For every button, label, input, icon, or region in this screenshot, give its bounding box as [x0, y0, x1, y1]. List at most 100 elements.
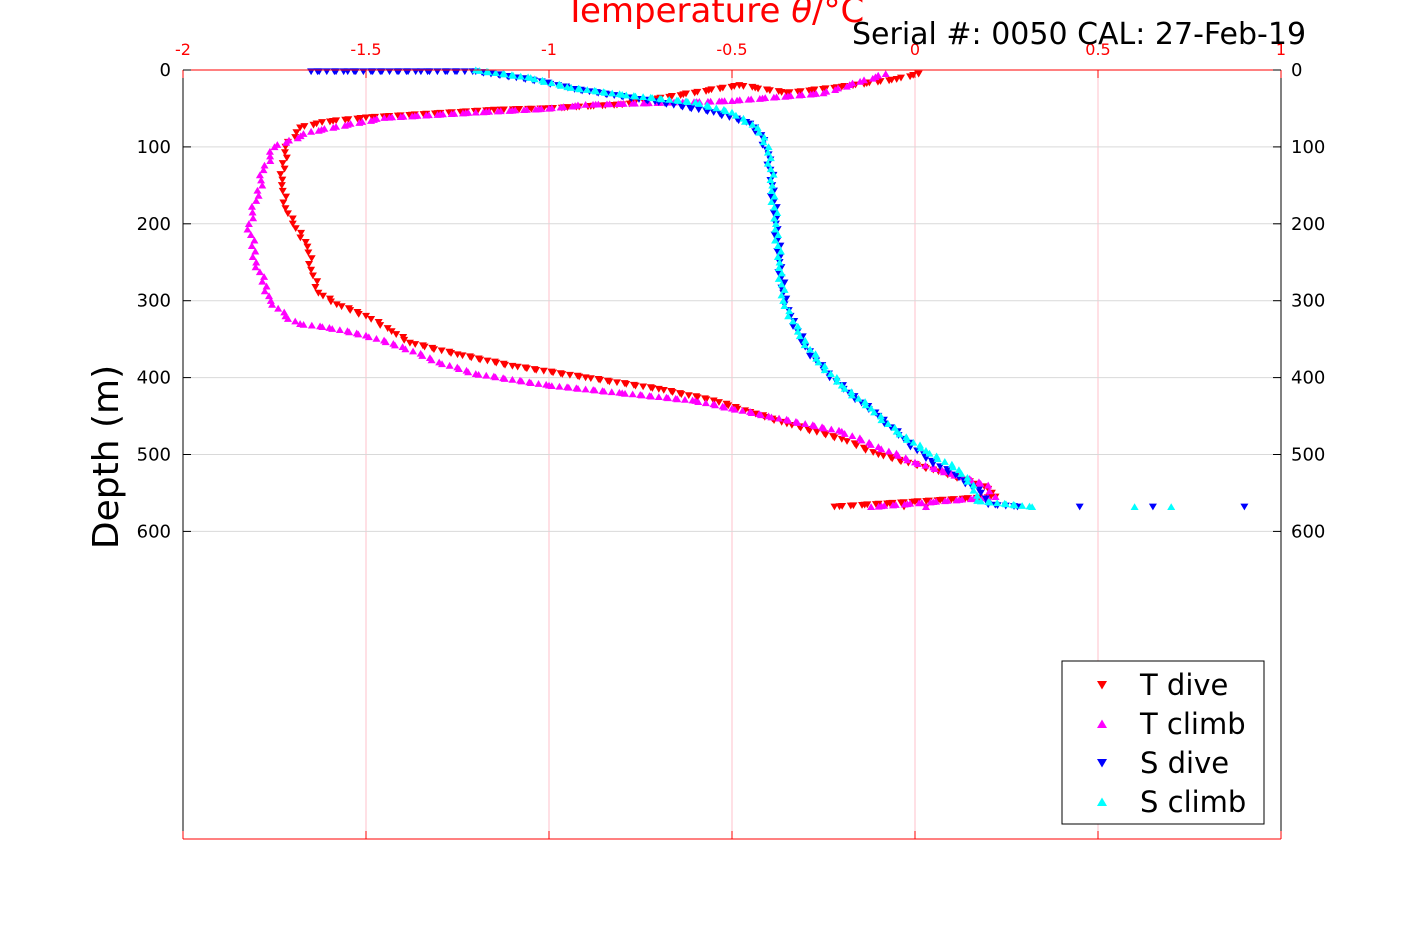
- x-tick-label: -2: [175, 40, 191, 59]
- data-point-trace: [458, 352, 467, 360]
- data-point-trace: [368, 114, 377, 121]
- data-point-trace: [830, 434, 839, 442]
- data-point-trace: [774, 275, 783, 282]
- data-point-trace: [654, 393, 663, 401]
- y-tick-label-right: 500: [1291, 445, 1325, 466]
- data-point-trace: [458, 109, 467, 117]
- data-point-trace: [411, 341, 420, 348]
- data-point-trace: [568, 102, 577, 110]
- data-point-trace: [883, 500, 892, 508]
- data-point-trace: [976, 480, 985, 487]
- data-point-trace: [637, 391, 646, 399]
- data-point-trace: [260, 273, 269, 280]
- data-point-trace: [288, 215, 297, 223]
- data-point-trace: [401, 345, 410, 353]
- data-point-trace: [565, 371, 574, 379]
- data-point-trace: [861, 446, 870, 454]
- data-point-trace: [810, 422, 819, 430]
- data-point: [921, 447, 930, 454]
- data-point-trace: [874, 502, 883, 510]
- data-point-trace: [341, 116, 350, 124]
- data-point-trace: [819, 424, 828, 432]
- data-point-trace: [292, 129, 301, 137]
- data-point-trace: [731, 111, 740, 119]
- data-point: [545, 104, 553, 112]
- data-point-trace: [547, 382, 556, 390]
- data-point-trace: [274, 304, 283, 312]
- data-point-trace: [748, 120, 757, 128]
- data-point-trace: [283, 315, 292, 322]
- data-point: [771, 220, 780, 227]
- data-point-trace: [355, 119, 364, 126]
- data-point-trace: [367, 315, 376, 323]
- data-point-trace: [805, 87, 814, 95]
- data-point-trace: [280, 165, 289, 173]
- data-point-trace: [318, 323, 327, 331]
- data-point-trace: [795, 91, 804, 99]
- data-point-trace: [437, 347, 446, 355]
- data-point: [984, 481, 993, 489]
- x-tick-label: -1.5: [350, 40, 381, 59]
- data-point-trace: [291, 317, 300, 325]
- data-point-trace: [773, 248, 782, 255]
- data-point-trace: [659, 386, 668, 394]
- data-point-trace: [922, 497, 931, 505]
- data-point-trace: [364, 333, 373, 341]
- data-point-trace: [695, 100, 704, 107]
- data-point-trace: [940, 458, 949, 465]
- data-point-trace: [806, 345, 815, 353]
- data-point-trace: [795, 332, 804, 340]
- data-point-trace: [694, 398, 703, 405]
- data-point: [881, 70, 890, 78]
- data-point-trace: [738, 406, 747, 414]
- data-point-trace: [307, 321, 316, 329]
- data-point-trace: [293, 134, 302, 142]
- data-point-trace: [820, 362, 829, 370]
- data-point-trace: [648, 385, 657, 392]
- data-point-trace: [581, 385, 590, 393]
- data-point-trace: [260, 161, 269, 169]
- data-point-trace: [278, 160, 287, 167]
- data-point-trace: [760, 133, 769, 141]
- data-point: [244, 220, 253, 227]
- data-point: [252, 258, 261, 266]
- series-s-climb: [471, 66, 1176, 510]
- data-point-trace: [773, 253, 782, 260]
- data-point: [296, 124, 305, 132]
- data-point-trace: [422, 111, 431, 119]
- data-point-trace: [282, 138, 291, 146]
- legend-label: S dive: [1140, 746, 1229, 780]
- data-point-trace: [900, 500, 909, 508]
- data-point-trace: [861, 398, 870, 405]
- data-series: [243, 66, 1249, 511]
- data-point-trace: [427, 356, 436, 364]
- data-point-trace: [325, 118, 334, 126]
- data-point-trace: [730, 405, 739, 413]
- data-point-trace: [909, 438, 918, 446]
- data-point-trace: [794, 88, 803, 96]
- data-point: [581, 101, 590, 108]
- data-point-trace: [396, 113, 405, 120]
- data-point: [380, 114, 389, 121]
- data-point-trace: [840, 430, 849, 437]
- data-point-trace: [702, 396, 711, 404]
- data-point-trace: [701, 399, 710, 407]
- data-point-trace: [326, 298, 335, 306]
- data-point-trace: [940, 497, 949, 505]
- chart-title-theta: θ: [791, 0, 812, 31]
- data-point-trace: [981, 495, 990, 503]
- data-point-trace: [789, 323, 798, 330]
- y-tick-label-right: 600: [1291, 521, 1325, 542]
- data-point-trace: [714, 399, 723, 406]
- data-point-trace: [454, 365, 463, 373]
- data-point: [281, 205, 290, 213]
- data-point-trace: [575, 373, 584, 381]
- y-axis-label: Depth (m): [86, 365, 127, 549]
- data-point-trace: [508, 375, 517, 383]
- data-point-trace: [806, 90, 815, 98]
- data-point-trace: [628, 99, 637, 107]
- data-point-trace: [832, 374, 841, 381]
- data-point-trace: [260, 287, 269, 295]
- data-point-trace: [567, 84, 576, 91]
- data-point-trace: [405, 112, 414, 119]
